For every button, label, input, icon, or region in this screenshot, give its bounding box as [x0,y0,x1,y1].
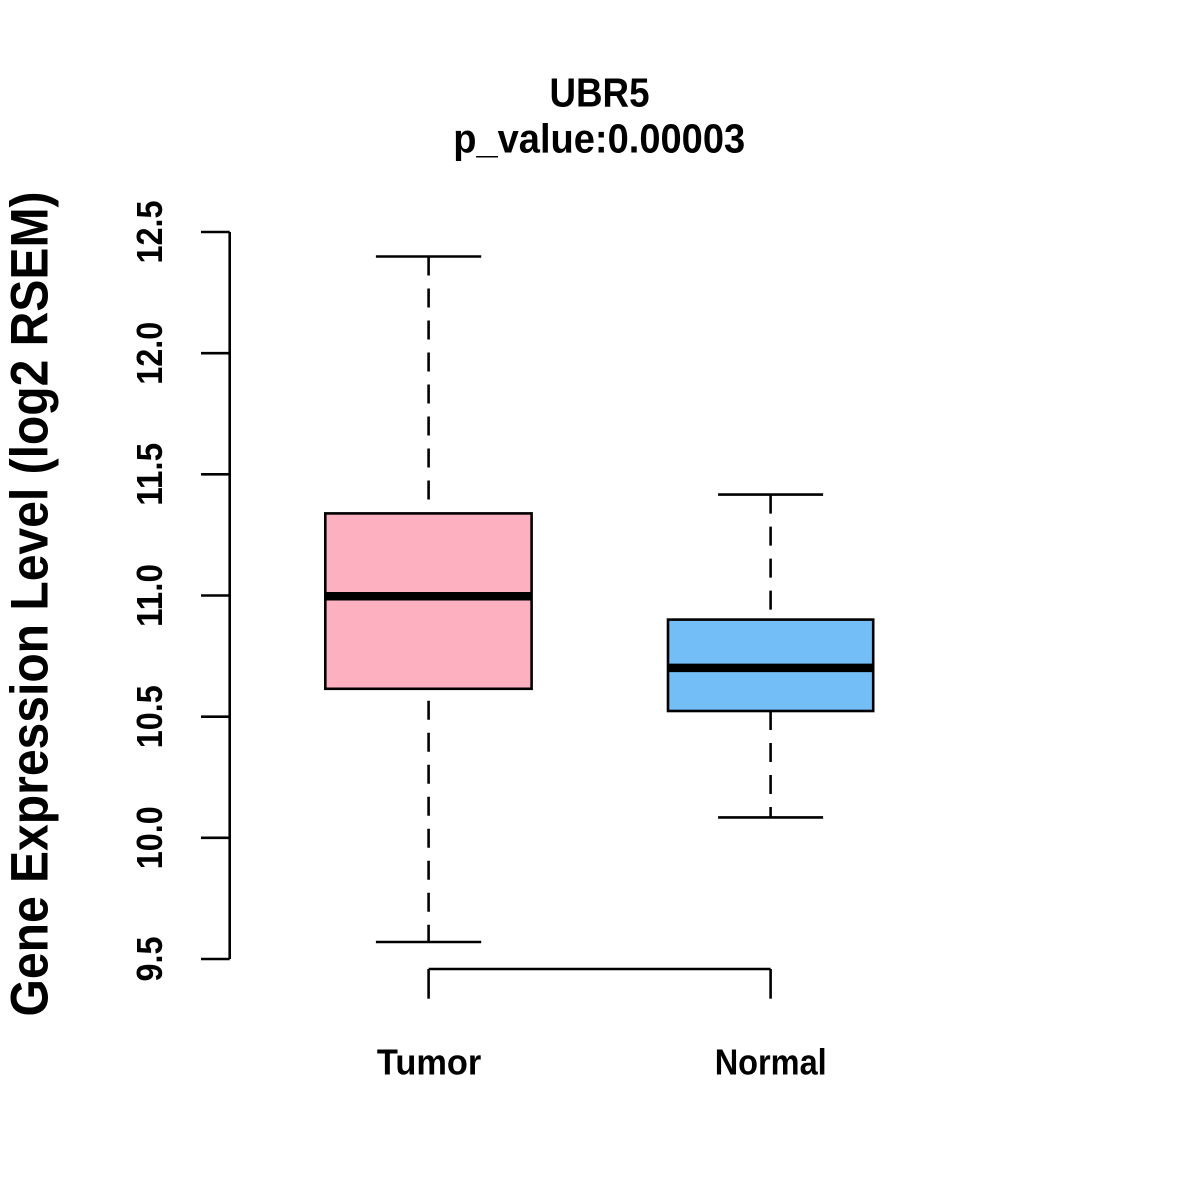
svg-text:10.5: 10.5 [129,685,170,748]
svg-text:Tumor: Tumor [377,1041,481,1082]
svg-text:Gene Expression Level (log2 RS: Gene Expression Level (log2 RSEM) [1,192,60,1017]
svg-text:10.0: 10.0 [129,806,170,869]
svg-text:UBR5: UBR5 [550,70,650,116]
svg-text:Normal: Normal [715,1041,827,1082]
svg-text:11.5: 11.5 [129,443,170,506]
svg-text:12.5: 12.5 [129,201,170,264]
svg-text:9.5: 9.5 [129,937,170,982]
svg-text:p_value:0.00003: p_value:0.00003 [453,116,745,162]
svg-text:12.0: 12.0 [129,322,170,385]
svg-text:11.0: 11.0 [129,564,170,627]
